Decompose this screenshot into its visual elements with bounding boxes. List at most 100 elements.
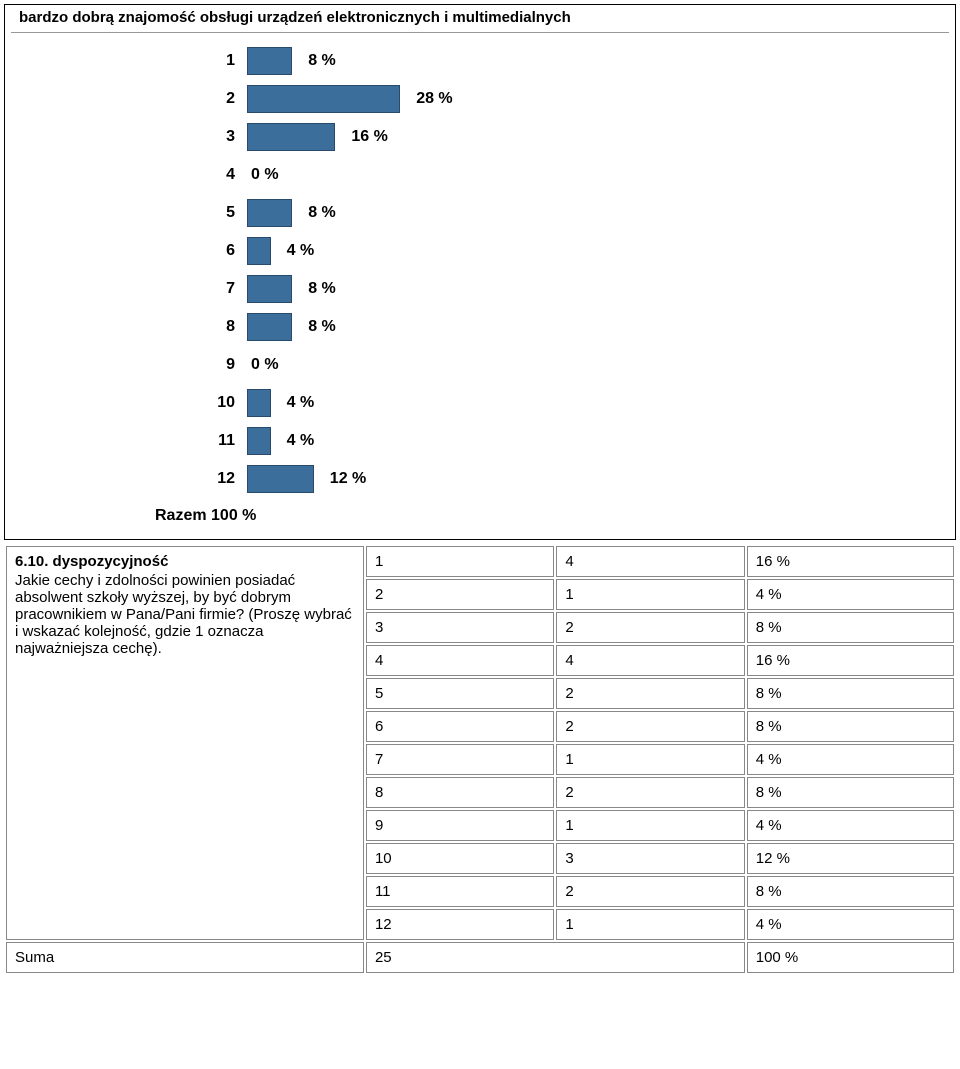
bar-chart: 18 %228 %316 %40 %58 %64 %78 %88 %90 %10… — [5, 45, 955, 495]
table-count-cell: 2 — [556, 678, 744, 709]
table-num-cell: 3 — [366, 612, 554, 643]
table-pct-cell: 4 % — [747, 810, 954, 841]
bar-category-label: 8 — [5, 318, 247, 336]
bar-row: 10 4 % — [5, 387, 955, 419]
bar — [247, 47, 292, 75]
table-count-cell: 3 — [556, 843, 744, 874]
bar-wrap: 12 % — [247, 465, 787, 493]
table-pct-cell: 16 % — [747, 546, 954, 577]
bar — [247, 465, 314, 493]
bar-value-label: 4 % — [287, 432, 315, 450]
bar — [247, 85, 400, 113]
bar-value-label: 8 % — [308, 280, 336, 298]
bar-row: 3 16 % — [5, 121, 955, 153]
table-num-cell: 2 — [366, 579, 554, 610]
table-pct-cell: 16 % — [747, 645, 954, 676]
bar-value-label: 8 % — [308, 204, 336, 222]
bar-value-label: 16 % — [351, 128, 387, 146]
bar-value-label: 0 % — [251, 356, 279, 374]
bar-category-label: 5 — [5, 204, 247, 222]
question-body: Jakie cechy i zdolności powinien posiada… — [15, 572, 355, 657]
bar-category-label: 6 — [5, 242, 247, 260]
bar-category-label: 1 — [5, 52, 247, 70]
bar-value-label: 8 % — [308, 318, 336, 336]
table-sum-pct: 100 % — [747, 942, 954, 973]
bar-value-label: 28 % — [416, 90, 452, 108]
bar — [247, 427, 271, 455]
table-num-cell: 7 — [366, 744, 554, 775]
bar-category-label: 10 — [5, 394, 247, 412]
bar-value-label: 8 % — [308, 52, 336, 70]
bar-wrap: 4 % — [247, 427, 787, 455]
table-pct-cell: 8 % — [747, 711, 954, 742]
bar-value-label: 4 % — [287, 394, 315, 412]
chart-divider — [11, 32, 949, 33]
bar-category-label: 9 — [5, 356, 247, 374]
table-pct-cell: 4 % — [747, 909, 954, 940]
table-num-cell: 10 — [366, 843, 554, 874]
bar-value-label: 12 % — [330, 470, 366, 488]
table-count-cell: 4 — [556, 546, 744, 577]
bar — [247, 123, 335, 151]
bar-row: 5 8 % — [5, 197, 955, 229]
bar-value-label: 4 % — [287, 242, 315, 260]
table-num-cell: 5 — [366, 678, 554, 709]
table-num-cell: 12 — [366, 909, 554, 940]
table-count-cell: 2 — [556, 876, 744, 907]
table-row: 6.10. dyspozycyjnośćJakie cechy i zdolno… — [6, 546, 954, 577]
bar-wrap: 8 % — [247, 275, 787, 303]
table-pct-cell: 4 % — [747, 579, 954, 610]
table-count-cell: 2 — [556, 612, 744, 643]
chart-total: Razem 100 % — [5, 501, 955, 535]
data-table: 6.10. dyspozycyjność Jakie cechy i zdolno… — [4, 544, 956, 975]
bar-category-label: 11 — [5, 432, 247, 450]
bar-row: 7 8 % — [5, 273, 955, 305]
chart-panel: bardzo dobrą znajomość obsługi urządzeń … — [4, 4, 956, 540]
bar-value-label: 0 % — [251, 166, 279, 184]
bar-wrap: 4 % — [247, 237, 787, 265]
table-count-cell: 2 — [556, 711, 744, 742]
bar-category-label: 7 — [5, 280, 247, 298]
table-pct-cell: 8 % — [747, 612, 954, 643]
bar-category-label: 12 — [5, 470, 247, 488]
table-num-cell: 4 — [366, 645, 554, 676]
chart-title: bardzo dobrą znajomość obsługi urządzeń … — [5, 5, 955, 32]
table-count-cell: 1 — [556, 909, 744, 940]
bar-wrap: 8 % — [247, 199, 787, 227]
bar — [247, 389, 271, 417]
table-pct-cell: 8 % — [747, 777, 954, 808]
bar-wrap: 16 % — [247, 123, 787, 151]
bar-wrap: 0 % — [247, 166, 787, 184]
bar — [247, 313, 292, 341]
table-sum-count: 25 — [366, 942, 745, 973]
table-num-cell: 11 — [366, 876, 554, 907]
bar-row: 1 8 % — [5, 45, 955, 77]
table-count-cell: 1 — [556, 579, 744, 610]
bar-wrap: 8 % — [247, 47, 787, 75]
table-num-cell: 8 — [366, 777, 554, 808]
question-heading: 6.10. dyspozycyjność — [15, 553, 168, 570]
table-sum-label: Suma — [6, 942, 364, 973]
table-count-cell: 2 — [556, 777, 744, 808]
table-pct-cell: 4 % — [747, 744, 954, 775]
bar-wrap: 4 % — [247, 389, 787, 417]
table-pct-cell: 12 % — [747, 843, 954, 874]
table-num-cell: 9 — [366, 810, 554, 841]
bar-wrap: 8 % — [247, 313, 787, 341]
bar-row: 12 12 % — [5, 463, 955, 495]
bar-row: 8 8 % — [5, 311, 955, 343]
question-cell: 6.10. dyspozycyjność Jakie cechy i zdolno… — [6, 546, 364, 940]
bar-row: 11 4 % — [5, 425, 955, 457]
bar-row: 228 % — [5, 83, 955, 115]
bar-wrap: 28 % — [247, 85, 787, 113]
bar — [247, 237, 271, 265]
bar-category-label: 3 — [5, 128, 247, 146]
table-pct-cell: 8 % — [747, 678, 954, 709]
table-sum-row: Suma25100 % — [6, 942, 954, 973]
bar-row: 40 % — [5, 159, 955, 191]
bar-category-label: 4 — [5, 166, 247, 184]
table-num-cell: 6 — [366, 711, 554, 742]
bar-wrap: 0 % — [247, 356, 787, 374]
bar — [247, 275, 292, 303]
table-count-cell: 1 — [556, 810, 744, 841]
